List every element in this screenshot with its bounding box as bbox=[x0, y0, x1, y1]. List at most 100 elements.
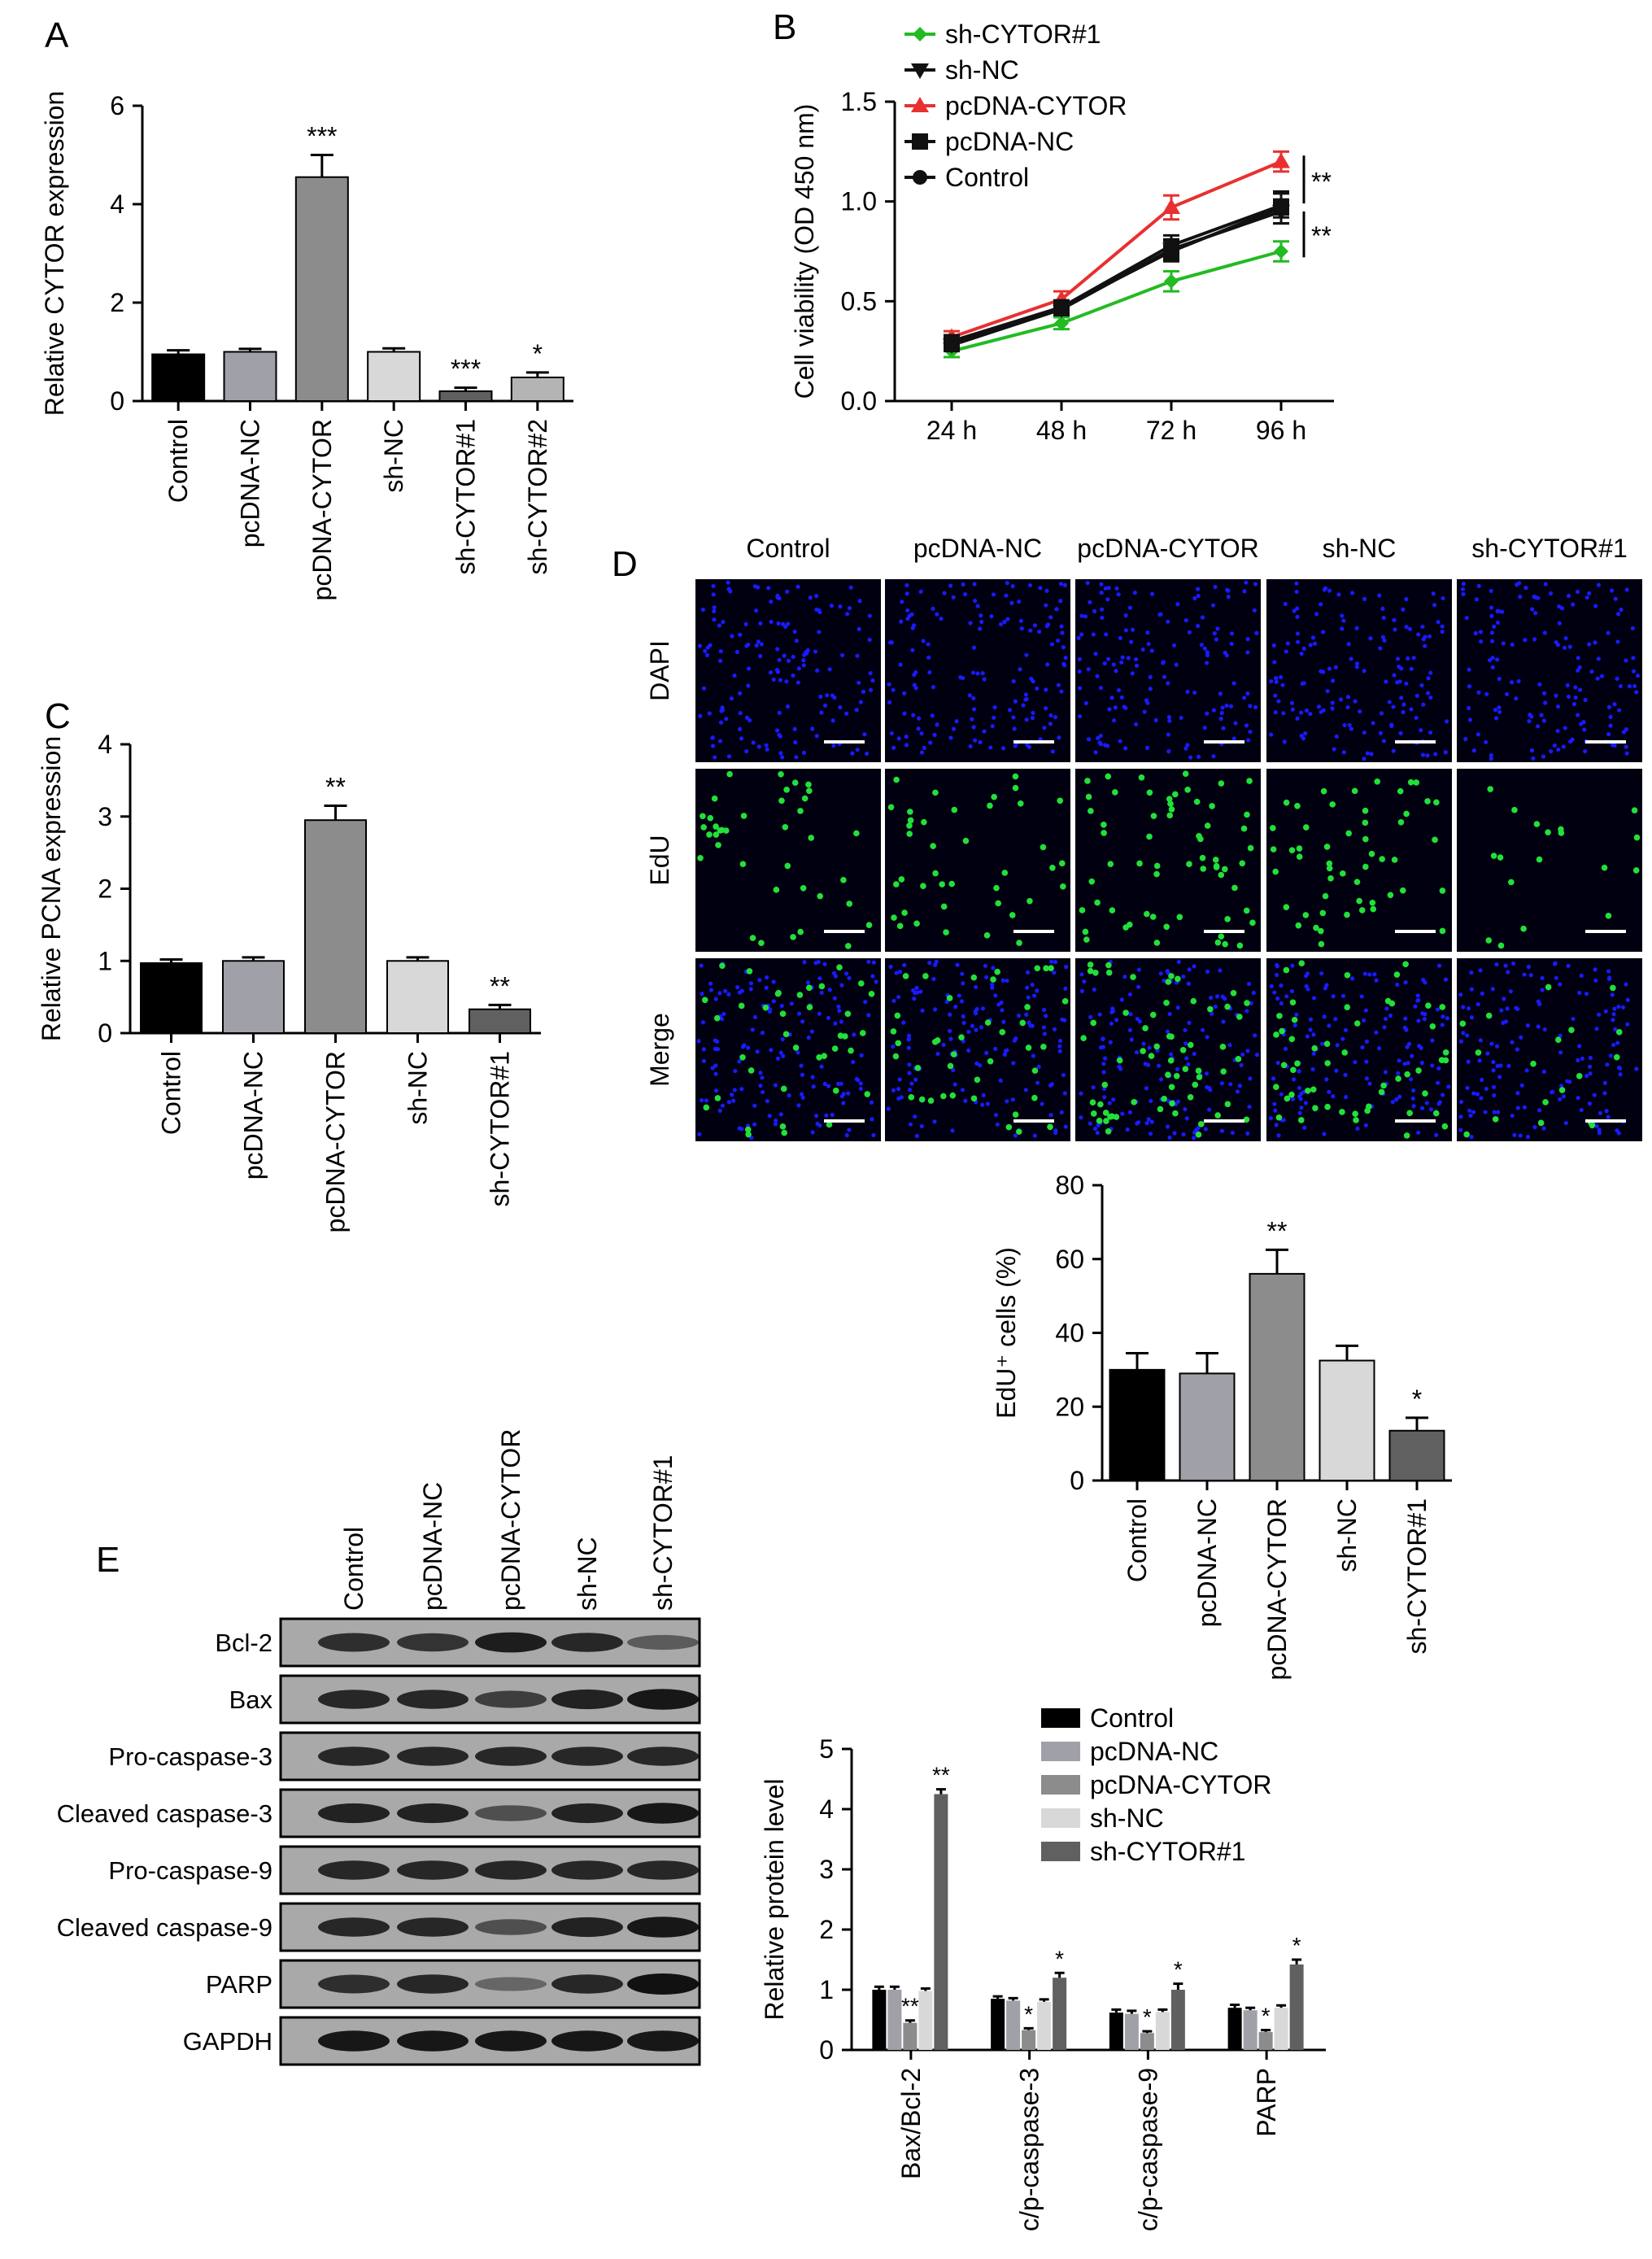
series-line bbox=[951, 159, 1282, 339]
nucleus-dot bbox=[826, 1015, 831, 1021]
nucleus-dot bbox=[844, 711, 849, 716]
edu-dot bbox=[1244, 1000, 1250, 1006]
nucleus-dot bbox=[913, 686, 918, 691]
nucleus-dot bbox=[1228, 704, 1234, 709]
bar bbox=[1037, 2001, 1052, 2050]
nucleus-dot bbox=[1596, 656, 1601, 661]
nucleus-dot bbox=[1518, 1133, 1523, 1138]
nucleus-dot bbox=[1402, 1025, 1407, 1030]
edu-dot bbox=[1324, 1103, 1331, 1110]
nucleus-dot bbox=[1079, 1091, 1083, 1096]
nucleus-dot bbox=[894, 970, 899, 975]
nucleus-dot bbox=[1312, 641, 1318, 646]
nucleus-dot bbox=[1122, 975, 1127, 979]
nucleus-dot bbox=[1533, 595, 1538, 600]
nucleus-dot bbox=[1557, 604, 1562, 609]
nucleus-dot bbox=[932, 732, 937, 738]
nucleus-dot bbox=[857, 599, 862, 604]
nucleus-dot bbox=[1426, 676, 1431, 681]
edu-dot bbox=[713, 1014, 721, 1022]
x-tick-label: pcDNA-NC bbox=[239, 1051, 268, 1180]
blot-band bbox=[397, 1860, 469, 1880]
edu-dot bbox=[1094, 899, 1101, 906]
edu-dot bbox=[1433, 799, 1440, 806]
nucleus-dot bbox=[817, 630, 822, 635]
edu-dot bbox=[1005, 1123, 1013, 1131]
nucleus-dot bbox=[850, 751, 855, 756]
nucleus-dot bbox=[1105, 656, 1111, 661]
nucleus-dot bbox=[1525, 1023, 1531, 1028]
nucleus-dot bbox=[1542, 691, 1547, 696]
nucleus-dot bbox=[1149, 1098, 1153, 1104]
micrograph-edu bbox=[1457, 769, 1642, 952]
significance-mark: *** bbox=[307, 122, 337, 151]
nucleus-dot bbox=[1060, 1017, 1065, 1022]
nucleus-dot bbox=[1423, 643, 1428, 648]
nucleus-dot bbox=[765, 747, 769, 752]
edu-dot bbox=[1027, 897, 1033, 905]
nucleus-dot bbox=[731, 1098, 736, 1103]
nucleus-dot bbox=[1007, 708, 1013, 713]
x-tick-label: PARP bbox=[1252, 2068, 1281, 2137]
nucleus-dot bbox=[836, 1004, 841, 1010]
nucleus-dot bbox=[1397, 679, 1402, 684]
edu-dot bbox=[890, 1028, 897, 1035]
nucleus-dot bbox=[1399, 696, 1404, 700]
nucleus-dot bbox=[1127, 992, 1133, 997]
nucleus-dot bbox=[792, 629, 797, 635]
edu-dot bbox=[1291, 1016, 1298, 1023]
nucleus-dot bbox=[760, 1031, 765, 1036]
nucleus-dot bbox=[1050, 749, 1055, 754]
micrograph-merge bbox=[1266, 958, 1452, 1141]
bar bbox=[386, 960, 449, 1034]
edu-dot bbox=[806, 787, 813, 794]
nucleus-dot bbox=[855, 653, 860, 658]
nucleus-dot bbox=[1331, 1094, 1336, 1099]
nucleus-dot bbox=[1519, 1083, 1524, 1088]
nucleus-dot bbox=[1181, 1132, 1186, 1137]
nucleus-dot bbox=[1542, 630, 1547, 635]
nucleus-dot bbox=[916, 716, 922, 721]
nucleus-dot bbox=[888, 964, 893, 970]
nucleus-dot bbox=[902, 711, 907, 716]
edu-dot bbox=[1153, 862, 1161, 870]
nucleus-dot bbox=[1588, 1055, 1593, 1061]
edu-dot bbox=[1025, 1044, 1032, 1051]
nucleus-dot bbox=[1434, 1132, 1439, 1137]
nucleus-dot bbox=[1399, 666, 1404, 671]
nucleus-dot bbox=[1254, 1053, 1260, 1058]
edu-dot bbox=[748, 1067, 755, 1074]
nucleus-dot bbox=[1207, 1107, 1212, 1112]
nucleus-dot bbox=[1593, 978, 1598, 983]
nucleus-dot bbox=[1419, 682, 1424, 688]
edu-dot bbox=[1280, 1062, 1288, 1069]
nucleus-dot bbox=[1233, 721, 1238, 726]
edu-dot bbox=[1087, 967, 1094, 975]
edu-dot bbox=[1378, 1088, 1385, 1096]
nucleus-dot bbox=[1186, 1062, 1191, 1066]
edu-dot bbox=[1492, 1116, 1499, 1123]
nucleus-dot bbox=[1541, 1069, 1546, 1075]
edu-dot bbox=[994, 968, 1000, 975]
nucleus-dot bbox=[1057, 735, 1061, 740]
nucleus-dot bbox=[1371, 721, 1375, 726]
nucleus-dot bbox=[1157, 1063, 1162, 1068]
edu-dot bbox=[1568, 1027, 1575, 1033]
nucleus-dot bbox=[1390, 1099, 1395, 1105]
nucleus-dot bbox=[1362, 1018, 1366, 1023]
nucleus-dot bbox=[1515, 1047, 1520, 1052]
nucleus-dot bbox=[1403, 980, 1408, 985]
nucleus-dot bbox=[1276, 699, 1281, 704]
nucleus-dot bbox=[726, 992, 731, 996]
nucleus-dot bbox=[754, 608, 759, 613]
nucleus-dot bbox=[1378, 730, 1383, 735]
nucleus-dot bbox=[891, 998, 896, 1004]
nucleus-dot bbox=[1239, 1062, 1244, 1068]
nucleus-dot bbox=[1308, 711, 1313, 717]
nucleus-dot bbox=[726, 580, 730, 585]
nucleus-dot bbox=[1510, 642, 1515, 648]
blot-band bbox=[551, 1860, 623, 1880]
edu-dot bbox=[758, 940, 765, 946]
nucleus-dot bbox=[1269, 983, 1274, 988]
nucleus-dot bbox=[700, 607, 705, 613]
